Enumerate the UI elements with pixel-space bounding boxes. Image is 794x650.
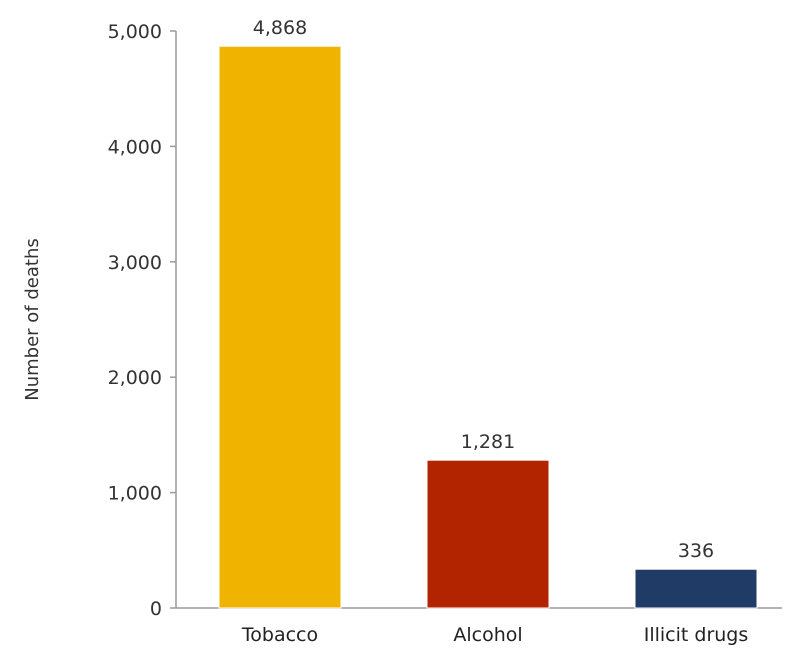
data-label: 336 bbox=[678, 540, 714, 562]
y-axis-title: Number of deaths bbox=[22, 238, 43, 400]
data-labels: 4,868 1,281 336 bbox=[253, 17, 714, 562]
y-tick-label: 3,000 bbox=[108, 252, 162, 274]
y-tick-label: 2,000 bbox=[108, 367, 162, 389]
bar-illicit-drugs bbox=[634, 568, 758, 609]
y-axis-ticks: 0 1,000 2,000 3,000 4,000 5,000 bbox=[108, 21, 176, 620]
x-category-label: Alcohol bbox=[453, 624, 522, 646]
x-category-label: Tobacco bbox=[241, 624, 318, 646]
bars bbox=[218, 45, 758, 609]
bar-tobacco bbox=[218, 45, 342, 609]
category-labels: Tobacco Alcohol Illicit drugs bbox=[241, 624, 748, 646]
y-tick-label: 4,000 bbox=[108, 136, 162, 158]
data-label: 4,868 bbox=[253, 17, 307, 39]
y-tick-label: 5,000 bbox=[108, 21, 162, 43]
bar-alcohol bbox=[426, 459, 550, 609]
x-category-label: Illicit drugs bbox=[644, 624, 749, 646]
y-tick-label: 0 bbox=[150, 598, 162, 620]
data-label: 1,281 bbox=[461, 431, 515, 453]
y-tick-label: 1,000 bbox=[108, 483, 162, 505]
